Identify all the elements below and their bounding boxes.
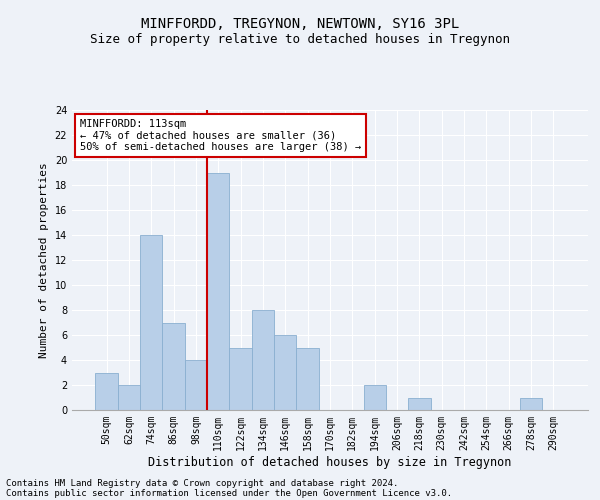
Bar (274, 335, 296, 410)
X-axis label: Distribution of detached houses by size in Tregynon: Distribution of detached houses by size … (148, 456, 512, 468)
Bar (229, 348, 252, 410)
Bar (95, 372, 118, 410)
Text: Size of property relative to detached houses in Tregynon: Size of property relative to detached ho… (90, 32, 510, 46)
Bar (364, 385, 386, 410)
Y-axis label: Number of detached properties: Number of detached properties (39, 162, 49, 358)
Text: MINFFORDD: 113sqm
← 47% of detached houses are smaller (36)
50% of semi-detached: MINFFORDD: 113sqm ← 47% of detached hous… (80, 119, 361, 152)
Bar (520, 398, 542, 410)
Text: Contains HM Land Registry data © Crown copyright and database right 2024.: Contains HM Land Registry data © Crown c… (6, 478, 398, 488)
Bar (408, 398, 431, 410)
Bar (296, 348, 319, 410)
Bar (140, 235, 163, 410)
Bar (163, 322, 185, 410)
Text: MINFFORDD, TREGYNON, NEWTOWN, SY16 3PL: MINFFORDD, TREGYNON, NEWTOWN, SY16 3PL (141, 18, 459, 32)
Text: Contains public sector information licensed under the Open Government Licence v3: Contains public sector information licen… (6, 488, 452, 498)
Bar (252, 310, 274, 410)
Bar (207, 172, 229, 410)
Bar (118, 385, 140, 410)
Bar (185, 360, 207, 410)
